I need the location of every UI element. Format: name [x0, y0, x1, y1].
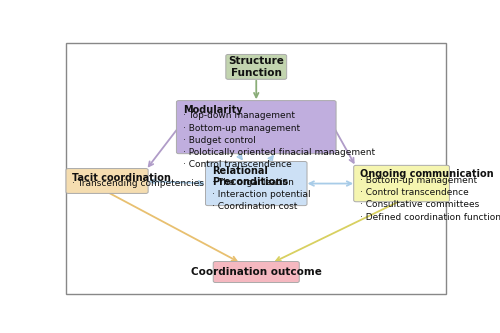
FancyArrowPatch shape [254, 81, 258, 97]
Text: Tacit coordination: Tacit coordination [72, 172, 171, 183]
Text: Relational
Preconditions: Relational Preconditions [212, 166, 288, 187]
FancyArrowPatch shape [238, 154, 242, 159]
FancyBboxPatch shape [176, 101, 336, 154]
FancyBboxPatch shape [66, 168, 148, 193]
FancyBboxPatch shape [354, 166, 450, 202]
FancyBboxPatch shape [206, 162, 307, 205]
Text: · Bottom-up management
· Control transcendence
· Consultative committees
· Defin: · Bottom-up management · Control transce… [360, 176, 500, 221]
Text: · Transcending competencies: · Transcending competencies [72, 179, 204, 188]
Text: Ongoing communication: Ongoing communication [360, 169, 494, 179]
Text: Modularity: Modularity [182, 105, 242, 115]
FancyArrowPatch shape [268, 156, 273, 161]
FancyArrowPatch shape [276, 201, 399, 261]
FancyArrowPatch shape [310, 181, 351, 186]
FancyArrowPatch shape [110, 193, 236, 261]
FancyBboxPatch shape [226, 55, 286, 79]
FancyArrowPatch shape [335, 130, 353, 163]
FancyArrowPatch shape [150, 179, 203, 185]
Text: Structure
Function: Structure Function [228, 56, 284, 78]
Text: · Top-down management
· Bottom-up management
· Budget control
· Polotically orie: · Top-down management · Bottom-up manage… [182, 111, 375, 169]
FancyBboxPatch shape [213, 261, 300, 282]
Text: · The organization
· Interaction potential
· Coordination cost: · The organization · Interaction potenti… [212, 178, 310, 211]
Text: Coordination outcome: Coordination outcome [191, 267, 322, 277]
FancyArrowPatch shape [148, 129, 177, 166]
